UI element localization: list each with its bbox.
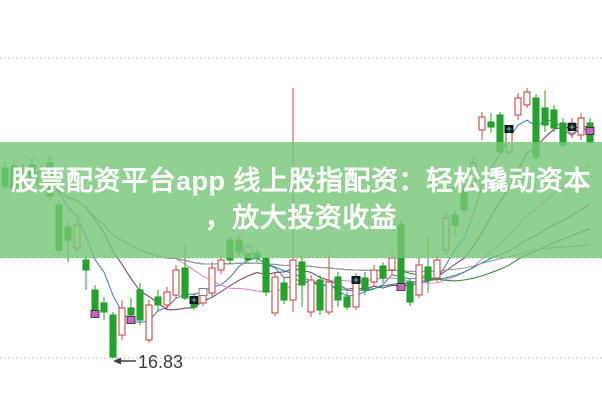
promo-banner: 股票配资平台app 线上股指配资：轻松撬动资本 ，放大投资收益: [0, 142, 602, 258]
banner-text-line1: 股票配资平台app 线上股指配资：轻松撬动资本: [10, 166, 591, 196]
low-annotation: 16.83: [113, 352, 183, 372]
low-arrow-head: [113, 357, 121, 365]
signal-markers: [90, 123, 595, 324]
low-price-label: 16.83: [138, 352, 183, 372]
banner-text-line2: ，放大投资收益: [204, 203, 398, 233]
